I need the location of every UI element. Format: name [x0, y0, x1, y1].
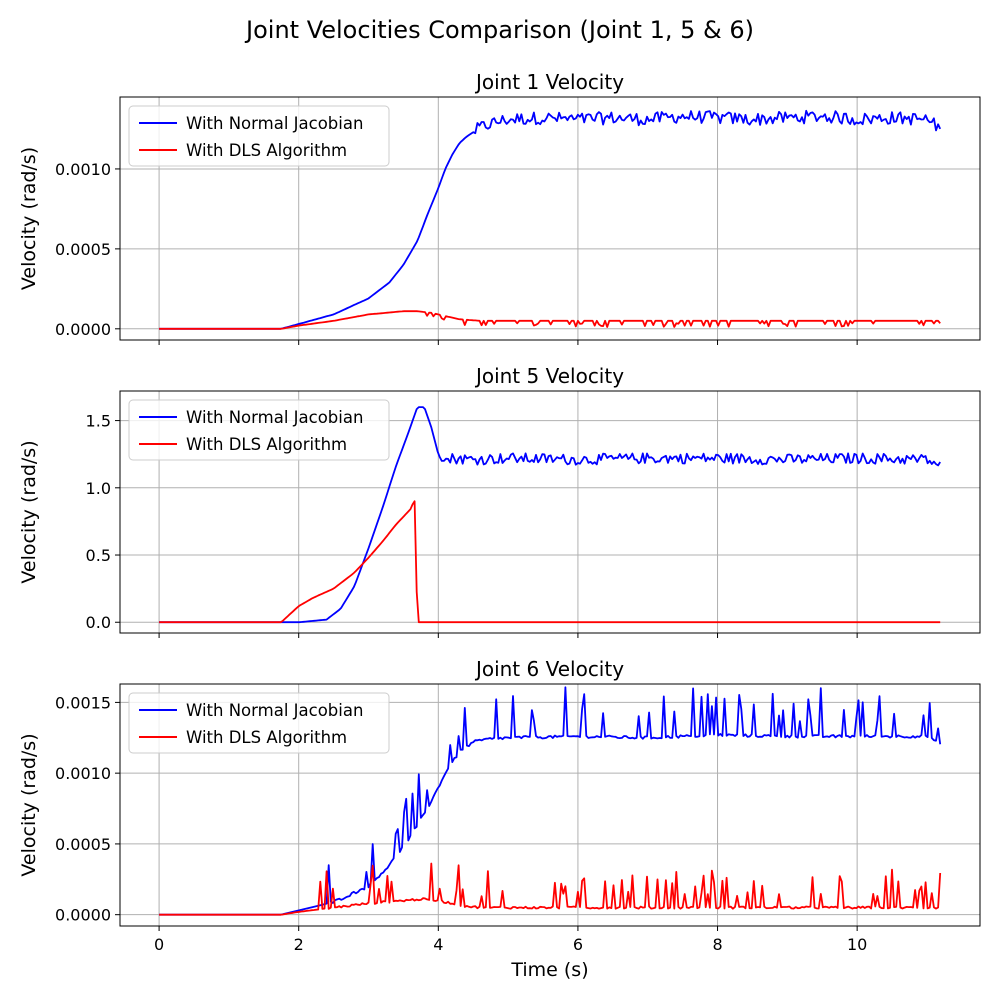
- chart-panel-1: 0.0000 0.0005 0.0010 Joint 1 Velocity Veloci…: [18, 70, 981, 345]
- x-axis-label: Time (s): [510, 959, 588, 981]
- legend-entry-label: With Normal Jacobian: [186, 408, 363, 427]
- legend-box: [128, 105, 390, 167]
- y-tick-label: 0.0000: [55, 906, 111, 925]
- y-axis-label: Velocity (rad/s): [18, 733, 40, 876]
- legend-box: [128, 692, 390, 754]
- series-line-dls-algorithm: [159, 310, 941, 330]
- series-line-dls-algorithm: [159, 862, 942, 916]
- legend: With Normal Jacobian With DLS Algorithm: [128, 692, 390, 754]
- x-tick-label: 0: [154, 935, 164, 954]
- x-tick-label: 10: [847, 935, 867, 954]
- y-axis-label: Velocity (rad/s): [18, 440, 40, 583]
- legend: With Normal Jacobian With DLS Algorithm: [128, 399, 390, 461]
- series-line-dls-algorithm: [159, 500, 941, 624]
- subplot-title: Joint 5 Velocity: [474, 364, 624, 388]
- chart-panel-2: 0.0 0.5 1.0 1.5 Joint 5 Velocity Velocity (ra…: [18, 364, 981, 638]
- series-line-normal-jacobian: [159, 406, 941, 624]
- y-tick-label: 0.5: [86, 546, 111, 565]
- legend-entry-label: With DLS Algorithm: [186, 435, 347, 454]
- legend-entry-label: With Normal Jacobian: [186, 114, 363, 133]
- plot-frame: [119, 390, 981, 634]
- y-tick-label: 0.0010: [55, 160, 111, 179]
- x-tick-label: 4: [433, 935, 443, 954]
- y-tick-label: 0.0015: [55, 693, 111, 712]
- subplot-title: Joint 1 Velocity: [474, 70, 624, 94]
- subplot-title: Joint 6 Velocity: [474, 657, 624, 681]
- chart-panel-3: 0 2 4 6 8 10 0.0000 0.0005 0.0010 0.0015 Joint 6 V…: [18, 657, 981, 981]
- x-tick-label: 6: [573, 935, 583, 954]
- x-tick-label: 8: [712, 935, 722, 954]
- plot-frame: [119, 683, 981, 927]
- y-tick-label: 0.0005: [55, 240, 111, 259]
- plot-frame: [119, 96, 981, 341]
- figure-title: Joint Velocities Comparison (Joint 1, 5 …: [244, 16, 754, 44]
- legend: With Normal Jacobian With DLS Algorithm: [128, 105, 390, 167]
- y-tick-label: 0.0005: [55, 835, 111, 854]
- y-tick-label: 0.0: [86, 613, 111, 632]
- y-tick-label: 0.0000: [55, 320, 111, 339]
- legend-entry-label: With DLS Algorithm: [186, 141, 347, 160]
- legend-box: [128, 399, 390, 461]
- legend-entry-label: With DLS Algorithm: [186, 728, 347, 747]
- legend-entry-label: With Normal Jacobian: [186, 701, 363, 720]
- y-tick-label: 0.0010: [55, 764, 111, 783]
- y-tick-label: 1.5: [86, 412, 111, 431]
- x-tick-label: 2: [294, 935, 304, 954]
- y-tick-label: 1.0: [86, 479, 111, 498]
- y-axis-label: Velocity (rad/s): [18, 147, 40, 290]
